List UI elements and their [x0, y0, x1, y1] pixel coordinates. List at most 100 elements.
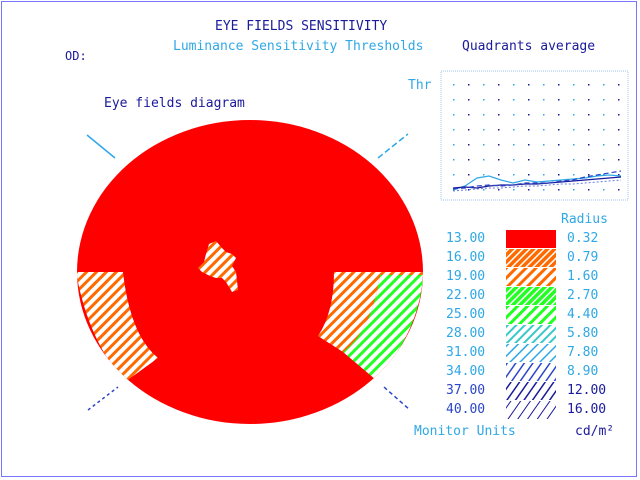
grid-dot	[498, 174, 500, 176]
grid-dot	[588, 174, 590, 176]
grid-dot	[618, 189, 620, 191]
legend-swatch	[506, 287, 556, 305]
grid-dot	[603, 159, 605, 161]
eye-field-diagram	[77, 120, 423, 424]
grid-dot	[468, 189, 470, 191]
grid-dot	[528, 84, 530, 86]
grid-dot	[603, 144, 605, 146]
legend-radius: 7.80	[567, 345, 599, 360]
quadrant-series-2	[452, 176, 622, 189]
grid-dot	[573, 114, 575, 116]
grid-dot	[498, 114, 500, 116]
grid-dot	[618, 129, 620, 131]
grid-dot	[603, 189, 605, 191]
grid-dot	[573, 84, 575, 86]
grid-dot	[468, 114, 470, 116]
legend-radius: 1.60	[567, 269, 599, 284]
legend-radius: 12.00	[567, 383, 607, 398]
grid-dot	[453, 144, 455, 146]
marker-bottom-right	[383, 386, 411, 411]
legend-radius: 4.40	[567, 307, 599, 322]
eye-label: OD:	[65, 49, 87, 63]
grid-dot	[528, 159, 530, 161]
grid-dot	[483, 159, 485, 161]
legend-swatch	[506, 363, 556, 381]
grid-dot	[453, 99, 455, 101]
grid-dot	[483, 84, 485, 86]
legend-swatch	[506, 382, 556, 400]
legend-threshold: 22.00	[446, 288, 486, 303]
quadrants-title: Quadrants average	[462, 39, 596, 54]
grid-dot	[588, 144, 590, 146]
legend-swatch	[506, 344, 556, 362]
page-title: EYE FIELDS SENSITIVITY	[215, 19, 388, 34]
grid-dot	[528, 129, 530, 131]
grid-dot	[573, 159, 575, 161]
grid-dot	[588, 99, 590, 101]
marker-bottom-left	[87, 386, 119, 411]
grid-dot	[498, 99, 500, 101]
diagram-label: Eye fields diagram	[104, 96, 245, 111]
grid-dot	[498, 84, 500, 86]
grid-dot	[453, 174, 455, 176]
grid-dot	[573, 99, 575, 101]
legend-units-right: cd/m²	[575, 424, 615, 439]
grid-dot	[618, 159, 620, 161]
grid-dot	[498, 159, 500, 161]
grid-dot	[558, 159, 560, 161]
grid-dot	[558, 114, 560, 116]
legend-threshold: 34.00	[446, 364, 486, 379]
grid-dot	[618, 84, 620, 86]
grid-dot	[468, 99, 470, 101]
legend-swatch	[506, 325, 556, 343]
grid-dot	[483, 114, 485, 116]
grid-dot	[603, 99, 605, 101]
grid-dot	[513, 189, 515, 191]
grid-dot	[543, 129, 545, 131]
grid-dot	[453, 159, 455, 161]
quadrants-grid	[453, 84, 620, 191]
grid-dot	[603, 129, 605, 131]
quadrants-chart	[440, 70, 629, 201]
grid-dot	[528, 114, 530, 116]
grid-dot	[543, 144, 545, 146]
grid-dot	[468, 174, 470, 176]
grid-dot	[483, 129, 485, 131]
grid-dot	[498, 189, 500, 191]
grid-dot	[528, 144, 530, 146]
grid-dot	[543, 189, 545, 191]
legend-radius-header: Radius	[561, 212, 608, 227]
legend-swatch	[506, 249, 556, 267]
legend-radius: 8.90	[567, 364, 599, 379]
grid-dot	[513, 174, 515, 176]
grid-dot	[453, 114, 455, 116]
quadrant-series-3	[452, 170, 622, 190]
grid-dot	[513, 129, 515, 131]
legend-threshold: 16.00	[446, 250, 486, 265]
page-subtitle: Luminance Sensitivity Thresholds	[173, 39, 424, 54]
grid-dot	[513, 144, 515, 146]
legend-swatch	[506, 230, 556, 248]
grid-dot	[603, 114, 605, 116]
grid-dot	[468, 144, 470, 146]
grid-dot	[588, 114, 590, 116]
legend-radius: 2.70	[567, 288, 599, 303]
grid-dot	[543, 114, 545, 116]
grid-dot	[588, 189, 590, 191]
legend-threshold: 19.00	[446, 269, 486, 284]
eye-field-right-orange-sector	[318, 272, 423, 352]
grid-dot	[543, 159, 545, 161]
legend-threshold: 40.00	[446, 402, 486, 417]
eye-field-right-green-sector	[343, 275, 423, 380]
grid-dot	[468, 84, 470, 86]
legend-units-left: Monitor Units	[414, 424, 516, 439]
legend-swatch	[506, 306, 556, 324]
grid-dot	[573, 189, 575, 191]
grid-dot	[498, 129, 500, 131]
legend-threshold: 31.00	[446, 345, 486, 360]
quadrants-chart-frame	[440, 70, 629, 201]
grid-dot	[573, 174, 575, 176]
